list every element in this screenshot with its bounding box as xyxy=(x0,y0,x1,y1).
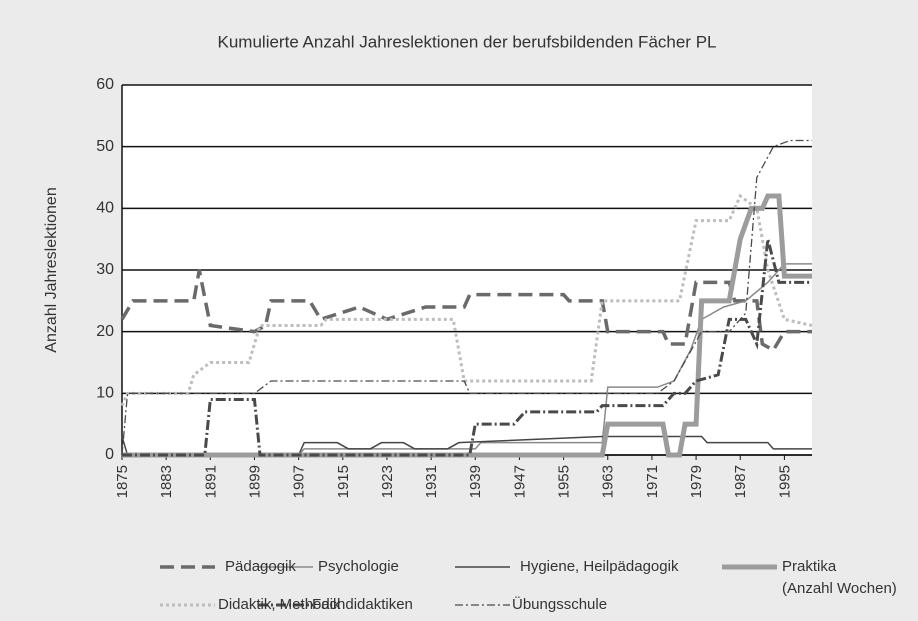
series-line xyxy=(122,263,812,456)
x-tick-label: 1979 xyxy=(688,465,705,498)
series-line xyxy=(122,193,812,458)
legend-label: Didaktik, Methodik xyxy=(218,596,341,613)
x-tick-label: 1883 xyxy=(158,465,175,498)
x-tick-label: 1923 xyxy=(379,465,396,498)
y-tick-label: 40 xyxy=(96,200,114,217)
legend-label: Psychologie xyxy=(318,558,399,575)
x-tick-label: 1899 xyxy=(246,465,263,498)
y-axis-label: Anzahl Jahreslektionen xyxy=(43,187,60,352)
x-tick-label: 1955 xyxy=(556,465,573,498)
y-tick-label: 50 xyxy=(96,138,114,155)
x-tick-label: 1987 xyxy=(732,465,749,498)
y-tick-label: 0 xyxy=(105,446,114,463)
x-tick-label: 1963 xyxy=(600,465,617,498)
x-tick-label: 1915 xyxy=(335,465,352,498)
legend-label: Pädagogik xyxy=(225,558,296,575)
series-line xyxy=(122,238,812,457)
legend-label: Hygiene, Heilpädagogik xyxy=(520,558,679,575)
x-tick-label: 1907 xyxy=(291,465,308,498)
x-tick-label: 1947 xyxy=(511,465,528,498)
x-tick-label: 1875 xyxy=(114,465,131,498)
y-tick-label: 10 xyxy=(96,385,114,402)
x-tick-label: 1939 xyxy=(467,465,484,498)
x-tick-label: 1891 xyxy=(202,465,219,498)
series-line xyxy=(120,269,812,353)
legend-label: Fachdidaktiken xyxy=(312,596,413,613)
y-tick-label: 30 xyxy=(96,261,114,278)
y-tick-label: 20 xyxy=(96,323,114,340)
series-line xyxy=(121,139,812,456)
legend-label: Übungsschule xyxy=(512,596,608,613)
legend-label: Praktika (Anzahl Wochen) xyxy=(782,558,897,597)
x-tick-label: 1971 xyxy=(644,465,661,498)
series-line xyxy=(121,435,812,456)
y-tick-label: 60 xyxy=(96,76,114,93)
chart-title: Kumulierte Anzahl Jahreslektionen der be… xyxy=(218,32,717,51)
x-tick-label: 1931 xyxy=(423,465,440,498)
x-tick-label: 1995 xyxy=(776,465,793,498)
